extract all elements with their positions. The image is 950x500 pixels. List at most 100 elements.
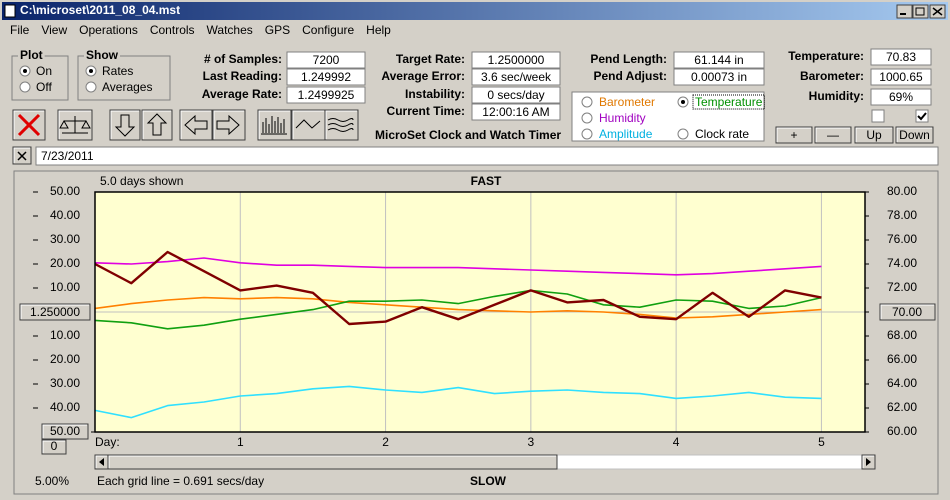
radio-button[interactable] [581,96,593,108]
focus-rect [692,94,765,110]
y-tick-label: 10.00 [50,328,80,342]
readout-box [286,68,366,86]
icon-stop [17,113,41,137]
y2-tick-label: 72.00 [887,280,917,294]
icon-bars [261,116,287,135]
sensor-option-label: Temperature [695,95,763,109]
readout-box [673,68,765,86]
grid-note: Each grid line = 0.691 secs/day [97,474,264,488]
readout-box [870,48,932,66]
x-tick-label: 4 [673,435,680,449]
readout-box [870,68,932,86]
title-bar [2,2,948,20]
y-tick-label: 10.00 [50,280,80,294]
readout-value: 70.83 [886,50,916,64]
readout-label: Last Reading: [203,69,282,83]
menu-item[interactable]: Operations [79,23,138,37]
y-tick-label: 30.00 [50,376,80,390]
radio-button[interactable] [85,81,97,93]
readout-box [870,88,932,106]
readout-label: Pend Length: [590,52,667,66]
x-axis-label: Day: [95,435,120,449]
x-tick-label: 1 [237,435,244,449]
rate-center-button[interactable] [19,303,91,321]
readout-value: 1.2500000 [488,53,545,67]
icon-right [216,114,240,136]
menu-item[interactable]: Watches [207,23,253,37]
readout-box [673,51,765,69]
chart-title: FAST [471,174,502,188]
series-line [94,385,822,419]
adjust-button-bevel [815,127,850,142]
toolbar-button[interactable] [212,109,246,141]
radio-button[interactable] [581,112,593,124]
toolbar-button-bevel [13,110,44,139]
group-title-bg [18,50,45,62]
adjust-button[interactable] [775,126,813,144]
scroll-thumb[interactable] [107,454,558,470]
y-tick-label: 50.00 [50,424,80,438]
readout-value: 1.249992 [301,70,351,84]
readout-box [471,68,561,86]
chart-bottom-title: SLOW [470,474,507,488]
y2-tick-label: 74.00 [887,256,917,270]
toolbar-button-bevel [110,110,139,139]
menu-item[interactable]: View [41,23,67,37]
y2-tick-label: 62.00 [887,400,917,414]
sensor-option-label: Clock rate [695,127,749,141]
maximize-button[interactable] [912,4,929,19]
radio-label: Averages [102,80,152,94]
checkbox[interactable] [915,109,929,123]
y2-tick-label: 80.00 [887,184,917,198]
radio-label: On [36,64,52,78]
scroll-value-button[interactable] [41,439,67,455]
menu-item[interactable]: Help [366,23,391,37]
app-title: MicroSet Clock and Watch Timer [375,128,561,142]
x-tick-label: 5 [818,435,825,449]
readout-value: 69% [889,90,913,104]
icon-waves [327,118,354,132]
y-tick-label: 40.00 [50,400,80,414]
menu-item[interactable]: File [10,23,30,37]
radio-button[interactable] [677,128,689,140]
readout-label: Instability: [405,87,465,101]
app-icon [4,4,16,18]
y-tick-label: 20.00 [50,256,80,270]
minimize-button[interactable] [896,4,913,19]
sensor-options [571,91,765,142]
scroll-value: 0 [51,439,58,453]
readout-label: Average Rate: [202,87,282,101]
readout-label: Humidity: [809,89,864,103]
toolbar-button-bevel [258,110,290,139]
rate-center-button-bevel [20,304,89,319]
readout-value: 3.6 sec/week [481,70,552,84]
series-line [94,296,822,319]
radio-button[interactable] [19,81,31,93]
readout-value: 1000.65 [879,70,923,84]
close-glyph [932,7,943,16]
plot-border [94,191,866,433]
menu-item[interactable]: Controls [150,23,195,37]
radio-button[interactable] [581,128,593,140]
adjust-button-label: Up [866,128,882,142]
menu-item[interactable]: GPS [265,23,290,37]
window-title: C:\microset\2011_08_04.mst [20,3,180,17]
menu-item[interactable]: Configure [302,23,354,37]
scale-button[interactable] [41,423,89,440]
temperature-center-button[interactable] [879,303,936,321]
y2-tick-label: 78.00 [887,208,917,222]
readout-value: 7200 [313,53,340,67]
adjust-button[interactable] [895,126,934,144]
adjust-button[interactable] [814,126,852,144]
checkbox[interactable] [871,109,885,123]
readout-label: Temperature: [788,49,864,63]
maximize-glyph [915,7,925,16]
y-tick-label: 40.00 [50,208,80,222]
adjust-button-bevel [776,127,811,142]
toolbar-button-bevel [58,110,91,139]
scroll-right-bevel [862,455,874,468]
adjust-button-label: Down [899,128,930,142]
adjust-button[interactable] [854,126,894,144]
radio-label: Off [36,80,52,94]
